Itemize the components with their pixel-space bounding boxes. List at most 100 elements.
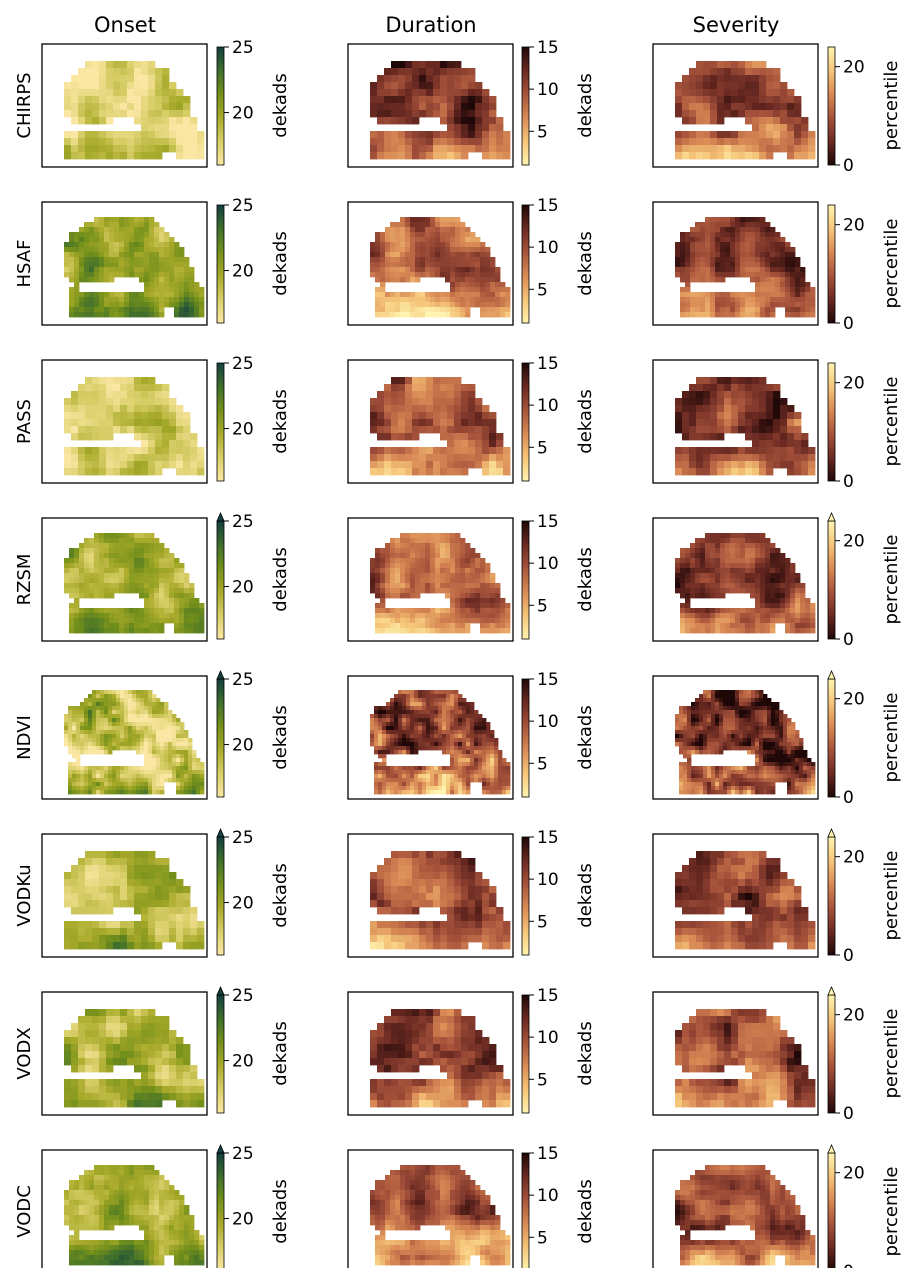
- heatmap-cell: [129, 583, 135, 589]
- heatmap-cell: [725, 302, 731, 308]
- heatmap-cell: [92, 714, 97, 719]
- heatmap-cell: [430, 217, 436, 223]
- heatmap-cell: [152, 710, 157, 715]
- heatmap-cell: [127, 82, 135, 90]
- heatmap-cell: [720, 232, 726, 238]
- heatmap-cell: [390, 307, 396, 313]
- heatmap-cell: [80, 730, 85, 735]
- heatmap-cell: [106, 96, 114, 104]
- colorbar-tick-label: 20: [843, 58, 865, 78]
- heatmap-cell: [391, 68, 399, 76]
- heatmap-cell: [760, 287, 766, 293]
- heatmap-cell: [104, 222, 110, 228]
- heatmap-cell: [775, 247, 781, 253]
- heatmap-cell: [447, 412, 455, 420]
- heatmap-cell: [490, 282, 496, 288]
- heatmap-cell: [127, 103, 135, 111]
- heatmap-cell: [689, 412, 697, 420]
- heatmap-cell: [410, 257, 416, 263]
- heatmap-cell: [765, 262, 771, 268]
- heatmap-cell: [480, 618, 486, 624]
- heatmap-cell: [765, 563, 771, 569]
- heatmap-cell: [455, 252, 461, 258]
- heatmap-cell: [787, 103, 795, 111]
- heatmap-cell: [415, 563, 421, 569]
- heatmap-cell: [420, 297, 426, 303]
- heatmap-cell: [475, 117, 483, 125]
- heatmap-cell: [752, 75, 760, 83]
- heatmap-cells: [64, 533, 205, 634]
- heatmap-cell: [168, 750, 173, 755]
- heatmap-cell: [490, 277, 496, 283]
- heatmap-cell: [390, 563, 396, 569]
- heatmap-cell: [116, 778, 121, 783]
- heatmap-cell: [113, 145, 121, 153]
- heatmap-cell: [79, 618, 85, 624]
- heatmap-cell: [128, 738, 133, 743]
- heatmap-cell: [731, 61, 739, 69]
- heatmap-cell: [717, 117, 725, 125]
- heatmap-cell: [148, 75, 156, 83]
- heatmap-cell: [141, 433, 149, 441]
- heatmap-cell: [745, 247, 751, 253]
- heatmap-cell: [738, 89, 746, 97]
- heatmap-cell: [148, 110, 156, 118]
- heatmap-cell: [174, 578, 180, 584]
- heatmap-cell: [700, 578, 706, 584]
- heatmap-cell: [116, 702, 121, 707]
- heatmap-cell: [725, 222, 731, 228]
- heatmap-cell: [162, 75, 170, 83]
- heatmap-cell: [750, 578, 756, 584]
- heatmap-cell: [169, 145, 177, 153]
- heatmap-cell: [119, 623, 125, 629]
- heatmap-cell: [780, 573, 786, 579]
- heatmap-cell: [703, 96, 711, 104]
- heatmap-cell: [112, 786, 117, 791]
- heatmap-cell: [454, 698, 459, 703]
- heatmap-cell: [717, 433, 725, 441]
- heatmap-cell: [100, 714, 105, 719]
- heatmap-cell: [176, 734, 181, 739]
- heatmap-cell: [119, 237, 125, 243]
- heatmap-cell: [89, 232, 95, 238]
- heatmap-cell: [104, 217, 110, 223]
- heatmap-cell: [770, 272, 776, 278]
- heatmap-cell: [703, 82, 711, 90]
- heatmap-cell: [785, 608, 791, 614]
- heatmap-cell: [703, 391, 711, 399]
- heatmap-cell: [740, 563, 746, 569]
- heatmap-cell: [773, 412, 781, 420]
- heatmap-cell: [759, 405, 767, 413]
- heatmap-cell: [465, 593, 471, 599]
- heatmap-cell: [410, 222, 416, 228]
- heatmap-cell: [148, 82, 156, 90]
- colorbar-label: dekads: [270, 389, 291, 453]
- heatmap-cell: [675, 138, 683, 146]
- heatmap-cell: [377, 89, 385, 97]
- heatmap-cell: [391, 377, 399, 385]
- colorbar-tick-label: 25: [232, 670, 254, 690]
- heatmap-cell: [496, 440, 504, 448]
- heatmap-cell: [720, 302, 726, 308]
- heatmap-cell: [695, 613, 701, 619]
- heatmap-cell: [84, 563, 90, 569]
- heatmap-cell: [770, 287, 776, 293]
- heatmap-cell: [148, 454, 156, 462]
- heatmap-cell: [375, 312, 381, 318]
- heatmap-cell: [720, 237, 726, 243]
- heatmap-cell: [410, 232, 416, 238]
- heatmap-cell: [682, 433, 690, 441]
- heatmap-cell: [64, 398, 72, 406]
- heatmap-cell: [380, 232, 386, 238]
- heatmap-cell: [450, 694, 455, 699]
- heatmap-cell: [375, 558, 381, 564]
- heatmap-cell: [752, 68, 760, 76]
- heatmap-cell: [139, 227, 145, 233]
- heatmap-cell: [433, 82, 441, 90]
- heatmap-cell: [64, 583, 70, 589]
- heatmap-cell: [141, 152, 149, 160]
- heatmap-cell: [765, 583, 771, 589]
- heatmap-cell: [380, 262, 386, 268]
- heatmap-cell: [438, 690, 443, 695]
- heatmap-cell: [104, 543, 110, 549]
